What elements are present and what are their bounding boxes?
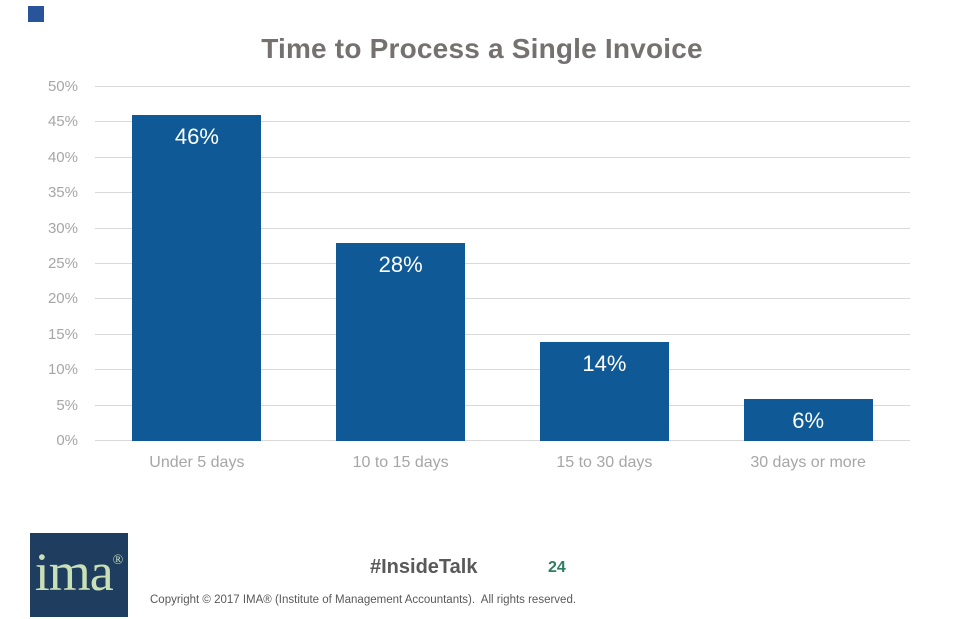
- x-axis-category-label: 30 days or more: [750, 454, 866, 471]
- gridline: [95, 227, 910, 229]
- slide-page-number: 24: [548, 559, 566, 576]
- y-axis-tick-label: 50%: [47, 78, 78, 95]
- hashtag-label: #InsideTalk: [370, 556, 478, 578]
- y-axis-tick-label: 15%: [47, 325, 78, 343]
- ima-logo-text: ima®: [34, 542, 124, 602]
- bar-value-label: 6%: [792, 407, 825, 433]
- corner-accent-square: [28, 6, 44, 22]
- bar: 28%: [336, 242, 466, 441]
- x-axis-category-label: 15 to 30 days: [556, 454, 653, 471]
- y-axis-tick-label: 0%: [56, 432, 78, 449]
- x-axis-category-label: Under 5 days: [149, 454, 245, 471]
- gridline: [95, 404, 910, 406]
- bar-value-label: 46%: [174, 124, 219, 150]
- gridline: [95, 121, 910, 123]
- gridline: [95, 86, 910, 87]
- bar-value-label: 14%: [582, 350, 627, 376]
- plot-area: 46% 28% 14% 6%: [95, 86, 910, 441]
- gridline: [95, 156, 910, 158]
- y-axis-tick-label: 35%: [47, 184, 78, 202]
- copyright-text: Copyright © 2017 IMA® (Institute of Mana…: [150, 594, 577, 606]
- y-axis-tick-label: 40%: [47, 148, 78, 166]
- bar: 6%: [743, 398, 873, 441]
- y-axis-tick-label: 20%: [47, 290, 78, 308]
- gridline: [95, 440, 910, 441]
- y-axis-tick-label: 5%: [56, 396, 78, 414]
- y-axis-tick-label: 45%: [47, 113, 78, 131]
- bar: 14%: [539, 341, 669, 441]
- page-title: Time to Process a Single Invoice: [261, 33, 703, 64]
- bar: 46%: [132, 115, 262, 441]
- ima-logo: ima®: [30, 533, 128, 617]
- y-axis-tick-label: 10%: [47, 361, 78, 379]
- gridline: [95, 298, 910, 300]
- x-axis-category-label: 10 to 15 days: [352, 454, 449, 471]
- gridline: [95, 369, 910, 371]
- bar-value-label: 28%: [378, 251, 423, 277]
- gridline: [95, 333, 910, 335]
- y-axis-tick-label: 25%: [47, 255, 78, 272]
- y-axis-tick-label: 30%: [47, 219, 78, 237]
- gridline: [95, 263, 910, 264]
- registered-mark-icon: ®: [112, 553, 124, 568]
- gridline: [95, 192, 910, 194]
